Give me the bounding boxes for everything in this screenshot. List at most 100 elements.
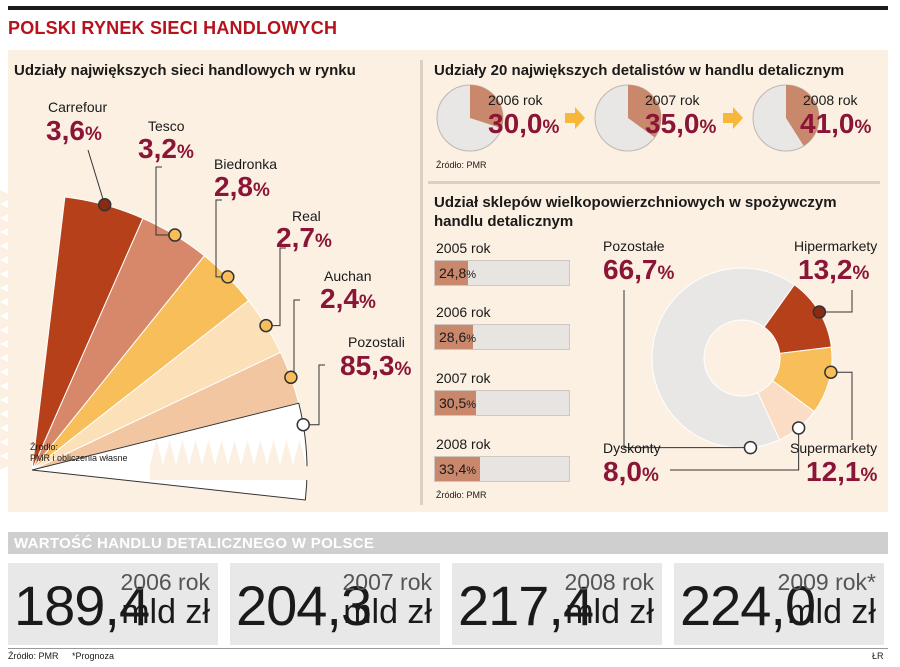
fan-marker-dot (221, 270, 235, 284)
retail-year-2009: 2009 rok* (777, 569, 876, 595)
retail-value-box-2008: 217,4 2008 rok mld zł (452, 563, 662, 645)
fan-torn-edge-left (150, 440, 318, 480)
donut-marker-dot (812, 305, 827, 319)
top20-year-2006: 2006 rok (488, 92, 543, 108)
retail-unit-2009: mld zł (787, 593, 876, 631)
footer-source: Źródło: PMR (8, 651, 59, 661)
bar-year-2008: 2008 rok (436, 436, 491, 452)
progression-arrow (565, 107, 585, 129)
retail-year-2007: 2007 rok (342, 569, 432, 595)
retail-value-2006: 189,4 (14, 574, 150, 637)
value-pozostale: 66,7% (603, 254, 675, 285)
top20-pie-share (786, 85, 820, 146)
progression-arrow (723, 107, 743, 129)
largeformat-source: Źródło: PMR (436, 490, 487, 500)
bar-track-2008: 33,4% (434, 456, 570, 482)
top20-year-2007: 2007 rok (645, 92, 700, 108)
label-dyskonty: Dyskonty (603, 440, 661, 456)
value-hipermarkety: 13,2% (798, 254, 870, 285)
fan-marker-dot (284, 370, 298, 385)
bar-fill-2005 (435, 261, 469, 285)
bar-year-2006: 2006 rok (436, 304, 491, 320)
fan-leader-line (303, 364, 325, 426)
retail-value-2008: 217,4 (458, 574, 594, 637)
horizontal-divider (428, 181, 880, 184)
fan-marker-dot (296, 417, 310, 432)
label-tesco: Tesco (148, 118, 185, 134)
top20-pie-share (628, 85, 662, 138)
footer-rule (8, 648, 888, 649)
label-pozostale: Pozostałe (603, 238, 665, 254)
value-real: 2,7% (276, 222, 332, 253)
label-carrefour: Carrefour (48, 99, 108, 115)
value-dyskonty: 8,0% (603, 456, 659, 487)
footer-author: ŁR (872, 651, 884, 661)
fan-marker-dot (97, 198, 112, 212)
fan-marker-dot (168, 228, 182, 242)
top20-source: Źródło: PMR (436, 160, 487, 170)
label-pozostali: Pozostali (348, 334, 405, 350)
retail-value-2007: 204,3 (236, 574, 372, 637)
retail-value-box-2009: 224,0 2009 rok* mld zł (674, 563, 884, 645)
footer-note: *Prognoza (72, 651, 115, 661)
retail-unit-2008: mld zł (565, 593, 654, 631)
bar-fill-2008 (435, 457, 480, 481)
donut-leader-line (819, 290, 853, 313)
retail-value-box-2006: 189,4 2006 rok mld zł (8, 563, 218, 645)
donut-marker-dot (824, 365, 838, 379)
value-tesco: 3,2% (138, 133, 194, 164)
label-hipermarkety: Hipermarkety (794, 238, 878, 254)
value-auchan: 2,4% (320, 283, 376, 314)
top20-chart-title: Udziały 20 największych detalistów w han… (434, 62, 845, 79)
chains-source-label: Źródło: (30, 442, 59, 452)
value-carrefour: 3,6% (46, 115, 102, 146)
largeformat-chart-title: Udział sklepów wielkopowierzchniowych w … (434, 194, 837, 230)
value-biedronka: 2,8% (214, 171, 270, 202)
retail-unit-2006: mld zł (121, 593, 210, 631)
top20-value-2007: 35,0% (645, 108, 717, 139)
bar-value-2008: 33,4% (439, 461, 477, 477)
retail-value-box-2007: 204,3 2007 rok mld zł (230, 563, 440, 645)
label-biedronka: Biedronka (214, 156, 278, 172)
retail-value-title: WARTOŚĆ HANDLU DETALICZNEGO W POLSCE (14, 535, 375, 552)
vertical-divider (420, 60, 423, 505)
donut-leader-line (830, 371, 853, 440)
retail-value-header: WARTOŚĆ HANDLU DETALICZNEGO W POLSCE (8, 532, 888, 554)
chains-source: PMR i obliczenia własne (30, 453, 128, 463)
bar-fill-2007 (435, 391, 476, 415)
fan-leader-line (266, 247, 286, 327)
bar-track-2006: 28,6% (434, 324, 570, 350)
value-pozostali: 85,3% (340, 350, 412, 381)
donut-leader-line (623, 290, 751, 449)
fan-leader-line (87, 149, 106, 205)
donut-marker-dot (743, 440, 758, 455)
bar-track-2005: 24,8% (434, 260, 570, 286)
bar-value-2006: 28,6% (439, 329, 477, 345)
top20-year-2008: 2008 rok (803, 92, 858, 108)
bar-value-2005: 24,8% (439, 265, 477, 281)
retail-year-2006: 2006 rok (120, 569, 210, 595)
donut-leader-line (670, 427, 800, 471)
fan-leader-line (155, 166, 175, 236)
retail-year-2008: 2008 rok (564, 569, 654, 595)
bar-track-2007: 30,5% (434, 390, 570, 416)
retail-unit-2007: mld zł (343, 593, 432, 631)
main-title: POLSKI RYNEK SIECI HANDLOWYCH (8, 18, 338, 38)
donut-slice-pozostale (651, 267, 795, 449)
top20-value-2006: 30,0% (488, 108, 560, 139)
retail-value-2009: 224,0 (680, 574, 816, 637)
bar-year-2005: 2005 rok (436, 240, 491, 256)
donut-marker-dot (791, 421, 806, 435)
label-auchan: Auchan (324, 268, 372, 284)
label-supermarkety: Supermarkety (790, 440, 878, 456)
top20-pie-share (470, 85, 503, 129)
bar-value-2007: 30,5% (439, 395, 477, 411)
bar-fill-2006 (435, 325, 474, 349)
top-rule (8, 6, 888, 10)
bar-year-2007: 2007 rok (436, 370, 491, 386)
chains-chart-title: Udziały największych sieci handlowych w … (14, 62, 356, 79)
fan-marker-dot (259, 318, 273, 333)
